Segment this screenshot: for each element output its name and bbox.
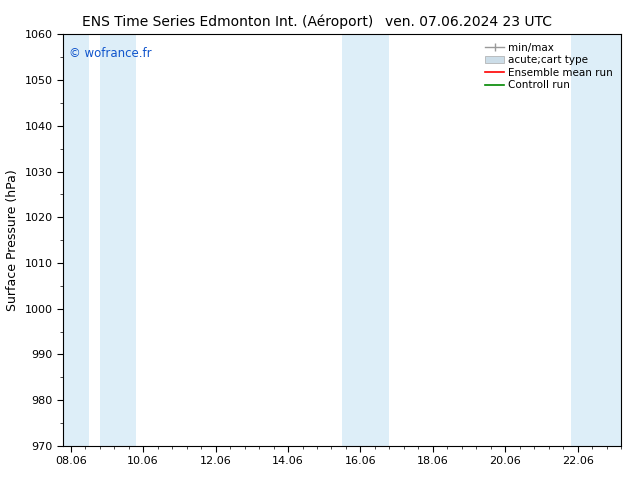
Bar: [63, 34, 89, 446]
Bar: [100, 34, 136, 446]
Text: © wofrance.fr: © wofrance.fr: [69, 47, 152, 60]
Text: ENS Time Series Edmonton Int. (Aéroport): ENS Time Series Edmonton Int. (Aéroport): [82, 15, 373, 29]
Bar: [342, 34, 389, 446]
Y-axis label: Surface Pressure (hPa): Surface Pressure (hPa): [6, 169, 19, 311]
Legend: min/max, acute;cart type, Ensemble mean run, Controll run: min/max, acute;cart type, Ensemble mean …: [482, 40, 616, 94]
Bar: [571, 34, 621, 446]
Text: ven. 07.06.2024 23 UTC: ven. 07.06.2024 23 UTC: [385, 15, 552, 29]
